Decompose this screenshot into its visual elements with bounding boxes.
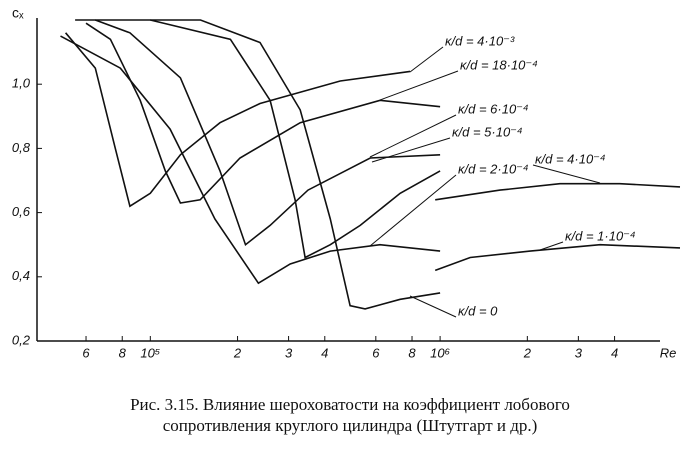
legend-label: κ/d = 18·10⁻⁴ [460, 57, 538, 72]
x-tick-label: 6 [82, 345, 90, 360]
y-tick-label: 0,4 [12, 268, 30, 283]
legend-label: κ/d = 0 [458, 303, 498, 318]
curve [60, 35, 441, 285]
curve [85, 22, 441, 204]
curve [435, 182, 681, 201]
legend-label: κ/d = 5·10⁻⁴ [452, 124, 523, 139]
curve [150, 19, 441, 259]
leader-line [369, 114, 457, 158]
curve [95, 19, 441, 247]
x-tick-label: 6 [372, 345, 380, 360]
x-tick-label: 2 [233, 345, 242, 360]
x-tick-label: 2 [523, 345, 532, 360]
x-axis-label: Re [660, 345, 677, 360]
leader-line [409, 295, 457, 318]
leader-line [532, 164, 601, 184]
leader-line [539, 241, 564, 251]
curve [75, 19, 441, 310]
x-tick-label: 8 [408, 345, 416, 360]
legend-label: κ/d = 4·10⁻⁴ [535, 151, 606, 166]
x-tick-label: 10⁶ [430, 345, 450, 360]
curve [64, 32, 411, 208]
x-tick-label: 3 [285, 345, 293, 360]
x-tick-label: 8 [119, 345, 127, 360]
x-tick-label: 10⁵ [140, 345, 160, 360]
legend-label: κ/d = 4·10⁻³ [445, 33, 515, 48]
y-tick-label: 0,2 [12, 332, 31, 347]
leader-line [409, 46, 444, 73]
caption-line: Рис. 3.15. Влияние шероховатости на коэф… [130, 395, 570, 414]
y-tick-label: 0,6 [12, 204, 31, 219]
y-tick-label: 0,8 [12, 140, 31, 155]
leader-line [371, 137, 451, 163]
x-tick-label: 4 [611, 345, 618, 360]
curve [434, 243, 681, 272]
x-tick-label: 4 [321, 345, 328, 360]
caption-line: сопротивления круглого цилиндра (Штутгар… [163, 416, 538, 435]
leader-line [369, 174, 457, 247]
y-tick-label: 1,0 [12, 76, 31, 91]
y-axis-label: cₓ [12, 5, 24, 21]
x-tick-label: 3 [575, 345, 583, 360]
legend-label: κ/d = 2·10⁻⁴ [458, 161, 529, 176]
legend-label: κ/d = 6·10⁻⁴ [458, 101, 529, 116]
leader-line [379, 70, 459, 101]
legend-label: κ/d = 1·10⁻⁴ [565, 228, 636, 243]
